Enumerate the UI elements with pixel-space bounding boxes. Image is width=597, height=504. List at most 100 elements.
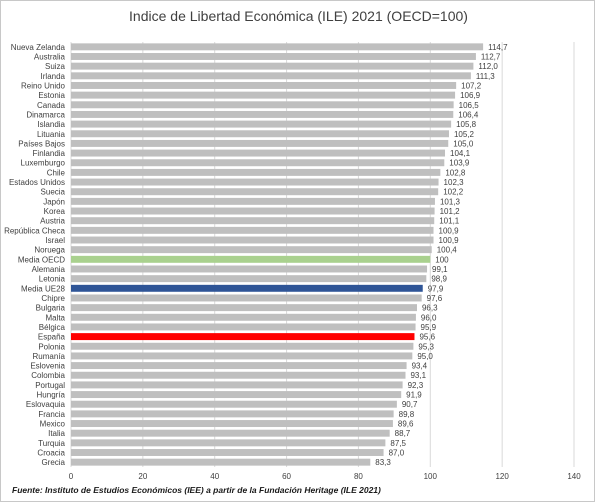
category-label: Islandia (37, 120, 65, 129)
value-label: 89,8 (399, 410, 415, 419)
value-label: 100,9 (439, 236, 460, 245)
bar (71, 323, 416, 331)
value-label: 95,9 (421, 323, 437, 332)
value-label: 101,3 (440, 197, 461, 206)
chart-title: Indice de Libertad Económica (ILE) 2021 … (129, 8, 468, 24)
value-label: 92,3 (408, 381, 424, 390)
value-label: 93,1 (410, 371, 426, 380)
value-label: 100,9 (439, 226, 460, 235)
category-label: Letonia (39, 275, 66, 284)
bar (71, 207, 435, 215)
value-label: 105,0 (453, 139, 474, 148)
category-label: Australia (34, 52, 66, 61)
bar (71, 391, 402, 399)
x-tick-label: 60 (282, 472, 291, 481)
bar (71, 333, 415, 341)
value-label: 96,0 (421, 313, 437, 322)
bar (71, 294, 422, 302)
bar (71, 188, 439, 196)
category-label: Alemania (32, 265, 66, 274)
bar (71, 130, 449, 138)
value-label: 105,8 (456, 120, 477, 129)
value-label: 83,3 (375, 458, 391, 467)
bar (71, 72, 471, 80)
category-label: Estonia (38, 91, 65, 100)
bar (71, 275, 427, 283)
bar (71, 362, 407, 370)
value-label: 112,7 (481, 52, 501, 61)
bar (71, 381, 403, 389)
category-label: Colombia (31, 371, 65, 380)
category-label: Francia (38, 410, 65, 419)
bar (71, 449, 384, 456)
value-label: 102,8 (445, 168, 466, 177)
bar (71, 91, 456, 99)
bar (71, 120, 452, 128)
bar (71, 226, 434, 234)
bar (71, 313, 416, 321)
source-note: Fuente: Instituto de Estudios Económicos… (12, 485, 381, 495)
x-tick-label: 140 (567, 472, 581, 481)
category-label: Luxemburgo (21, 159, 66, 168)
category-label: Media OECD (18, 255, 65, 264)
category-label: Suiza (45, 62, 66, 71)
category-label: Chile (47, 168, 66, 177)
value-label: 106,9 (460, 91, 481, 100)
category-label: Media UE28 (21, 284, 66, 293)
category-label: Eslovaquia (26, 400, 66, 409)
value-label: 97,6 (427, 294, 443, 303)
bar (71, 265, 428, 273)
value-label: 101,1 (439, 217, 460, 226)
bar (71, 217, 435, 225)
bar (71, 53, 476, 60)
bar (71, 43, 484, 51)
value-label: 87,5 (390, 439, 406, 448)
value-label: 98,9 (431, 275, 447, 284)
category-label: Bulgaria (36, 304, 66, 313)
value-labels: 114,7112,7112,0111,3107,2106,9106,5106,4… (375, 43, 508, 467)
bar (71, 246, 432, 254)
value-label: 95,6 (419, 333, 435, 342)
bar (71, 81, 457, 89)
value-label: 99,1 (432, 265, 448, 274)
bar (71, 110, 454, 118)
category-label: Nueva Zelanda (11, 43, 66, 52)
category-label: Estados Unidos (9, 178, 65, 187)
value-label: 91,9 (406, 391, 422, 400)
bar (71, 178, 439, 186)
category-label: Irlanda (41, 72, 66, 81)
x-tick-label: 80 (354, 472, 363, 481)
category-label: Malta (45, 313, 65, 322)
category-label: Reino Unido (21, 81, 66, 90)
category-label: Japón (43, 197, 65, 206)
bar (71, 159, 445, 167)
value-label: 97,9 (428, 284, 444, 293)
bar (71, 139, 449, 147)
value-label: 114,7 (488, 43, 508, 52)
category-label: Noruega (34, 246, 65, 255)
x-tick-label: 0 (69, 472, 74, 481)
category-label: Eslovenia (30, 362, 65, 371)
value-label: 104,1 (450, 149, 471, 158)
category-label: Austria (40, 217, 65, 226)
value-label: 96,3 (422, 304, 438, 313)
bar (71, 101, 454, 109)
value-label: 101,2 (440, 207, 461, 216)
x-axis-ticks: 0 20 40 60 80 100 120 140 (69, 472, 581, 481)
bar (71, 255, 431, 263)
value-label: 102,2 (443, 188, 464, 197)
bar (71, 458, 371, 466)
x-tick-label: 100 (424, 472, 438, 481)
category-label: Croacia (37, 449, 65, 458)
bar (71, 352, 413, 360)
category-labels: Nueva ZelandaAustraliaSuizaIrlandaReino … (4, 43, 65, 467)
bar (71, 284, 423, 292)
category-label: Chipre (41, 294, 65, 303)
bar (71, 168, 441, 176)
bar (71, 429, 390, 437)
value-label: 89,6 (398, 420, 414, 429)
category-label: Portugal (35, 381, 65, 390)
category-label: Finlandia (33, 149, 66, 158)
bar (71, 236, 434, 244)
